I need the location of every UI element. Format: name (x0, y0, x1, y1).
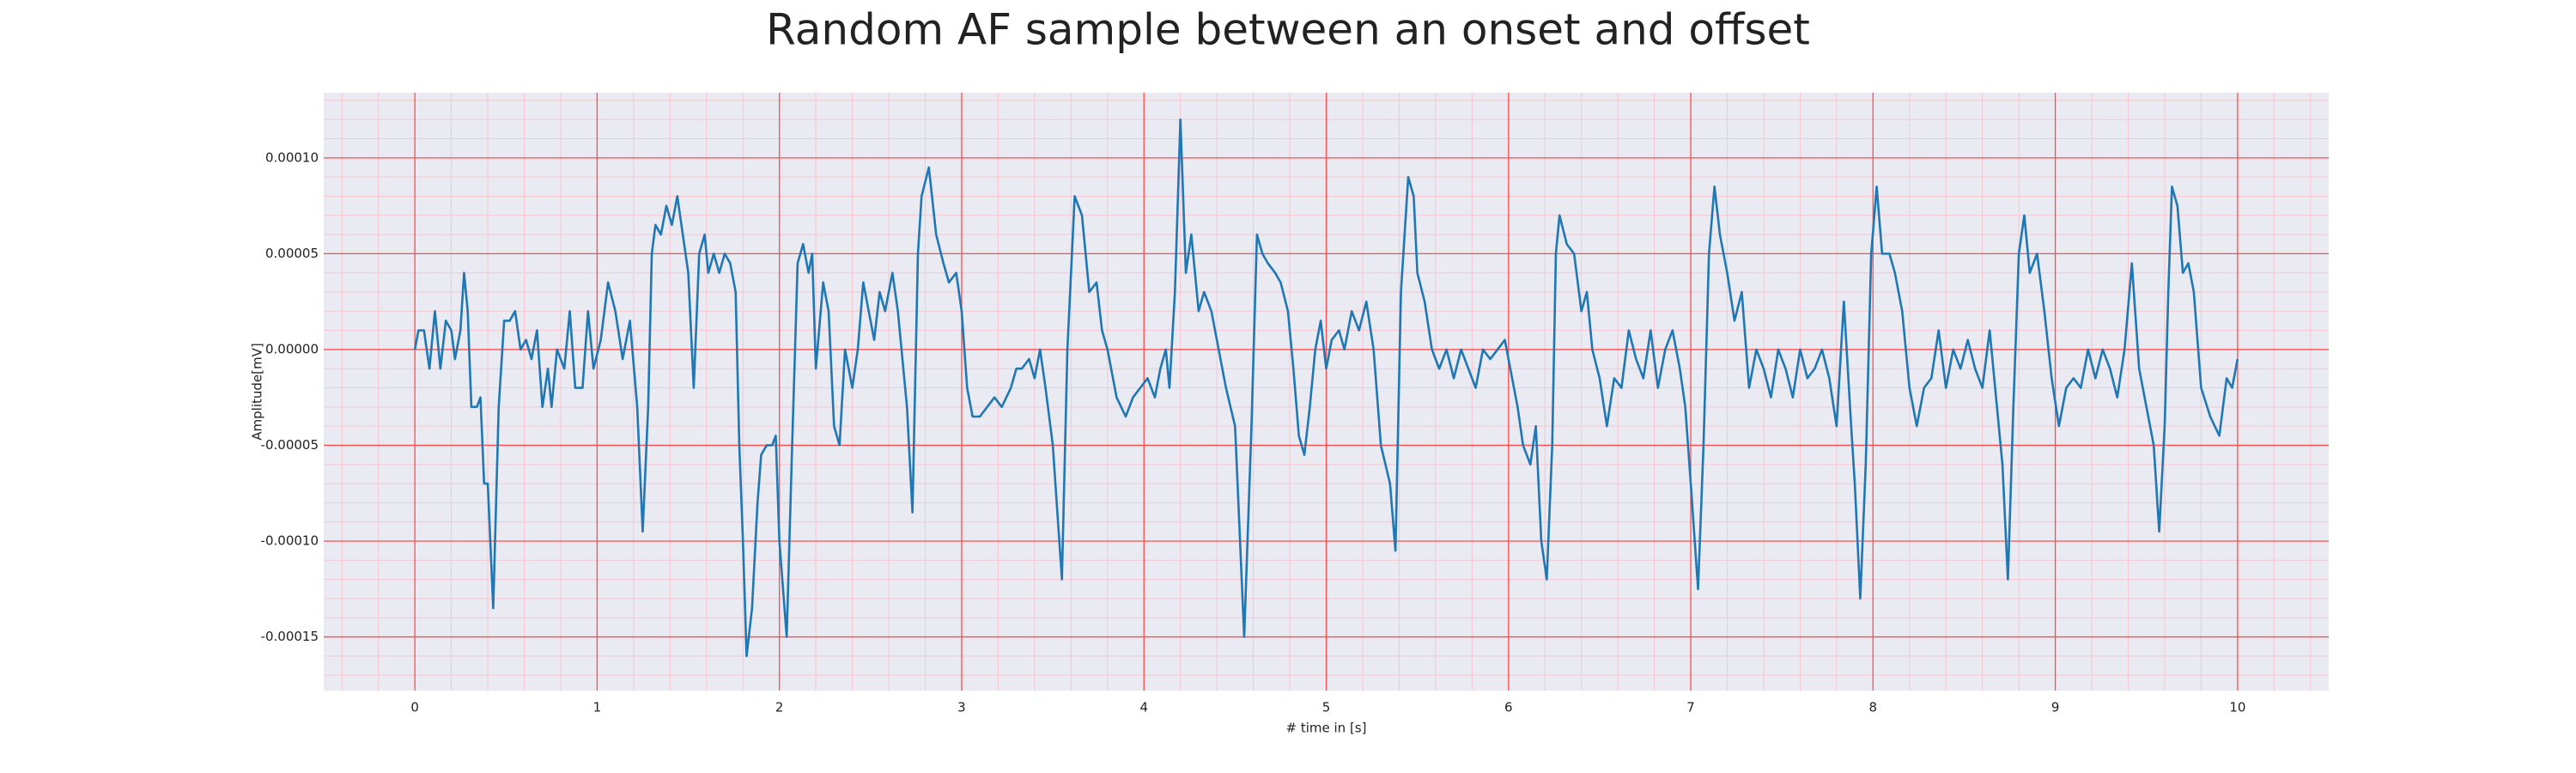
x-tick-label: 4 (1139, 700, 1148, 715)
x-axis-label: # time in [s] (1286, 721, 1367, 736)
x-tick-label: 8 (1869, 700, 1878, 715)
x-tick-label: 7 (1686, 700, 1695, 715)
y-tick-label: -0.00005 (261, 437, 319, 453)
x-tick-label: 0 (410, 700, 419, 715)
x-tick-label: 10 (2229, 700, 2245, 715)
signal-line (413, 118, 2239, 658)
y-axis-label: Amplitude[mV] (250, 343, 265, 440)
y-tick-label: 0.00010 (265, 149, 319, 165)
y-tick-label: 0.00000 (265, 341, 319, 356)
y-tick-label: -0.00010 (261, 533, 319, 549)
x-tick-label: 2 (775, 700, 784, 715)
x-tick-label: 3 (957, 700, 966, 715)
chart-title: Random AF sample between an onset and of… (766, 5, 1810, 55)
x-tick-label: 1 (593, 700, 602, 715)
x-tick-label: 5 (1322, 700, 1331, 715)
y-tick-label: -0.00015 (261, 629, 319, 644)
y-tick-label: 0.00005 (265, 246, 319, 261)
x-tick-label: 9 (2051, 700, 2060, 715)
x-tick-label: 6 (1504, 700, 1513, 715)
